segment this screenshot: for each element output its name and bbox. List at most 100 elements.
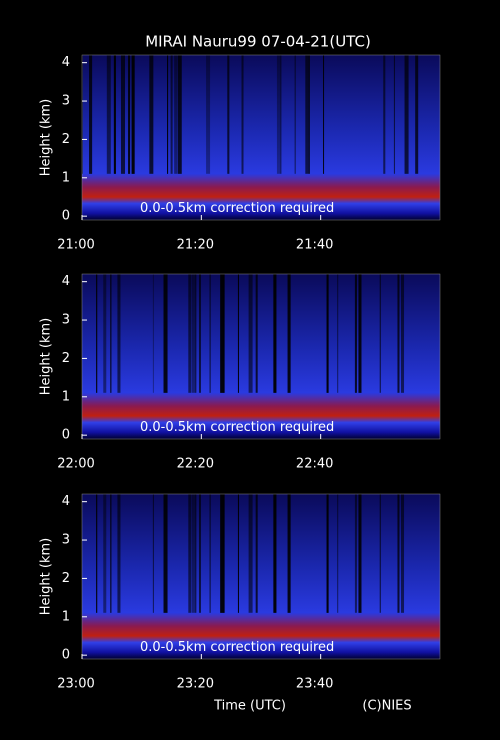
stripe bbox=[113, 55, 116, 174]
stripe bbox=[195, 274, 197, 393]
stripe bbox=[120, 55, 125, 174]
stripe bbox=[294, 55, 296, 174]
stripe bbox=[188, 274, 192, 393]
stripe bbox=[195, 494, 197, 613]
stripe bbox=[354, 494, 357, 613]
stripe bbox=[117, 494, 121, 613]
plot-frame bbox=[81, 493, 441, 660]
stripe bbox=[404, 55, 409, 174]
y-tick-label: 3 bbox=[62, 94, 70, 109]
plot-frame bbox=[81, 54, 441, 221]
annotation: 0.0-0.5km correction required bbox=[140, 640, 334, 655]
y-axis-label: Height (km) bbox=[39, 538, 54, 615]
stripe bbox=[237, 494, 239, 613]
stripe bbox=[227, 55, 230, 174]
x-tick-label: 22:20 bbox=[177, 457, 214, 472]
stripe bbox=[220, 274, 225, 393]
x-axis-label: Time (UTC) bbox=[213, 699, 286, 714]
stripe bbox=[188, 494, 192, 613]
stripe bbox=[103, 494, 107, 613]
x-tick-label: 23:00 bbox=[57, 677, 94, 692]
stripe bbox=[152, 494, 154, 613]
stripe bbox=[255, 494, 258, 613]
x-tick-label: 23:40 bbox=[296, 677, 333, 692]
stripe bbox=[191, 494, 196, 613]
stripe bbox=[287, 494, 291, 613]
stripe bbox=[241, 55, 244, 174]
x-tick-label: 22:00 bbox=[57, 457, 94, 472]
stripe bbox=[170, 55, 173, 174]
stripe bbox=[294, 55, 296, 174]
stripe bbox=[358, 494, 362, 613]
stripe bbox=[401, 494, 405, 613]
stripe bbox=[167, 55, 169, 174]
chart-title: MIRAI Nauru99 07-04-21(UTC) bbox=[145, 33, 371, 51]
stripe bbox=[273, 274, 277, 393]
stripe bbox=[163, 274, 168, 393]
stripe bbox=[401, 494, 405, 613]
plot-frame bbox=[81, 273, 441, 440]
y-tick-label: 1 bbox=[62, 170, 70, 185]
stripe bbox=[103, 274, 107, 393]
backscatter-image bbox=[82, 494, 440, 659]
stripe bbox=[241, 55, 244, 174]
x-tick-label: 21:20 bbox=[177, 238, 214, 253]
stripe bbox=[82, 55, 83, 174]
stripe bbox=[152, 274, 154, 393]
stripe bbox=[326, 274, 329, 393]
y-tick-label: 1 bbox=[62, 609, 70, 624]
stripe bbox=[188, 274, 192, 393]
backscatter-image bbox=[82, 55, 440, 220]
stripe bbox=[415, 55, 419, 174]
stripe bbox=[188, 494, 192, 613]
stripe bbox=[358, 274, 362, 393]
stripe bbox=[401, 274, 405, 393]
stripe bbox=[383, 55, 386, 174]
x-tick-label: 21:40 bbox=[296, 238, 333, 253]
backscatter-image bbox=[82, 274, 440, 439]
y-tick-label: 4 bbox=[62, 274, 70, 289]
stripe bbox=[131, 55, 135, 174]
stripe bbox=[401, 274, 405, 393]
stripe bbox=[379, 494, 381, 613]
stripe bbox=[397, 494, 400, 613]
stripe bbox=[128, 55, 131, 174]
stripe bbox=[305, 55, 310, 174]
stripe bbox=[383, 55, 386, 174]
stripe bbox=[106, 55, 111, 174]
x-tick-label: 22:40 bbox=[296, 457, 333, 472]
stripe bbox=[223, 274, 225, 393]
annotation: 0.0-0.5km correction required bbox=[140, 201, 334, 216]
stripe bbox=[96, 494, 98, 613]
stripe bbox=[255, 274, 258, 393]
stripe bbox=[149, 55, 154, 174]
stripe bbox=[280, 55, 282, 174]
stripe bbox=[209, 494, 211, 613]
stripe bbox=[117, 274, 121, 393]
stripe bbox=[397, 274, 400, 393]
stripe bbox=[110, 494, 112, 613]
stripe bbox=[206, 55, 211, 174]
x-tick-label: 21:00 bbox=[57, 238, 94, 253]
stripe bbox=[82, 55, 83, 174]
stripe bbox=[89, 55, 93, 174]
y-axis-label: Height (km) bbox=[39, 99, 54, 176]
stripe bbox=[163, 494, 168, 613]
y-tick-label: 0 bbox=[62, 209, 70, 224]
stripe bbox=[326, 494, 329, 613]
stripe bbox=[404, 55, 409, 174]
y-tick-label: 3 bbox=[62, 313, 70, 328]
stripe bbox=[152, 494, 154, 613]
annotation: 0.0-0.5km correction required bbox=[140, 420, 334, 435]
stripe bbox=[248, 494, 253, 613]
y-tick-label: 4 bbox=[62, 55, 70, 70]
stripe bbox=[223, 274, 225, 393]
stripe bbox=[227, 55, 230, 174]
y-tick-label: 2 bbox=[62, 132, 70, 147]
stripe bbox=[198, 494, 201, 613]
stripe bbox=[308, 55, 310, 174]
credit: (C)NIES bbox=[362, 699, 411, 714]
stripe bbox=[110, 274, 112, 393]
stripe bbox=[191, 274, 196, 393]
stripe bbox=[337, 494, 339, 613]
